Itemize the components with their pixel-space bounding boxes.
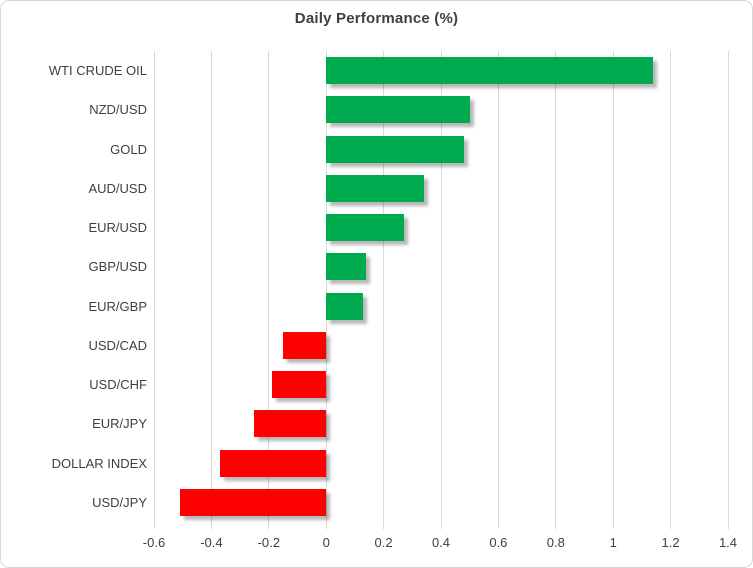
bar-usd-chf xyxy=(271,371,327,399)
axis-tick xyxy=(727,522,729,529)
x-tick-label: 0 xyxy=(322,535,330,550)
category-label: EUR/GBP xyxy=(88,298,147,314)
bar-wti-crude-oil xyxy=(326,57,654,85)
axis-tick xyxy=(153,522,155,529)
axis-tick xyxy=(325,522,327,529)
x-tick-label: 0.4 xyxy=(431,535,451,550)
bar-eur-gbp xyxy=(326,292,364,320)
gridline xyxy=(612,51,614,522)
axis-tick xyxy=(210,522,212,529)
x-tick-label: 1.2 xyxy=(661,535,680,550)
gridline xyxy=(670,51,672,522)
axis-tick xyxy=(440,522,442,529)
category-label: EUR/USD xyxy=(88,220,147,236)
x-tick-label: -0.2 xyxy=(257,535,280,550)
bar-gold xyxy=(326,135,464,163)
gridline xyxy=(153,51,155,522)
axis-tick xyxy=(612,522,614,529)
gridline xyxy=(383,51,385,522)
axis-tick xyxy=(268,522,270,529)
gridline xyxy=(210,51,212,522)
category-label: GBP/USD xyxy=(88,259,147,275)
x-tick-label: 0.2 xyxy=(374,535,393,550)
axis-tick xyxy=(670,522,672,529)
bar-usd-cad xyxy=(283,331,327,359)
category-label: AUD/USD xyxy=(88,180,147,196)
x-tick-label: -0.4 xyxy=(200,535,223,550)
gridline xyxy=(268,51,270,522)
gridline xyxy=(555,51,557,522)
category-label: USD/CHF xyxy=(89,377,147,393)
category-label: WTI CRUDE OIL xyxy=(48,63,147,79)
gridline xyxy=(440,51,442,522)
category-label: USD/CAD xyxy=(88,337,147,353)
category-label: NZD/USD xyxy=(89,102,147,118)
x-tick-label: 1.4 xyxy=(718,535,738,550)
bar-usd-jpy xyxy=(179,488,327,516)
bar-gbp-usd xyxy=(326,253,367,281)
x-tick-label: -0.6 xyxy=(142,535,166,550)
bar-nzd-usd xyxy=(326,96,470,124)
bar-dollar-index xyxy=(220,449,327,477)
gridline xyxy=(325,51,327,522)
gridline xyxy=(727,51,729,522)
category-label: USD/JPY xyxy=(92,494,147,510)
gridline xyxy=(497,51,499,522)
x-tick-label: 0.8 xyxy=(546,535,565,550)
axis-tick xyxy=(497,522,499,529)
category-label: GOLD xyxy=(110,141,147,157)
bar-eur-jpy xyxy=(254,410,327,438)
category-label: DOLLAR INDEX xyxy=(51,455,147,471)
bar-aud-usd xyxy=(326,174,424,202)
category-label: EUR/JPY xyxy=(92,416,147,432)
x-tick-label: 0.6 xyxy=(489,535,508,550)
x-tick-label: 1 xyxy=(609,535,617,550)
chart-title: Daily Performance (%) xyxy=(294,10,459,27)
axis-tick xyxy=(555,522,557,529)
bar-eur-usd xyxy=(326,214,404,242)
axis-tick xyxy=(383,522,385,529)
